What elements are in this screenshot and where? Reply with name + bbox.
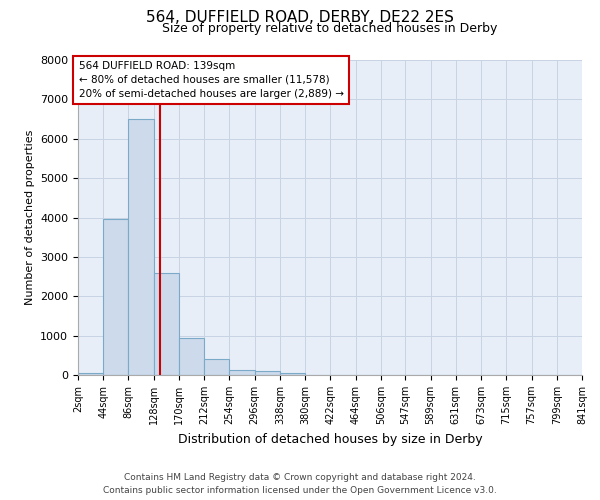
Bar xyxy=(179,338,204,375)
Text: 564, DUFFIELD ROAD, DERBY, DE22 2ES: 564, DUFFIELD ROAD, DERBY, DE22 2ES xyxy=(146,10,454,25)
Bar xyxy=(254,371,280,375)
Bar xyxy=(78,373,103,375)
Bar xyxy=(204,359,229,375)
Text: 564 DUFFIELD ROAD: 139sqm
← 80% of detached houses are smaller (11,578)
20% of s: 564 DUFFIELD ROAD: 139sqm ← 80% of detac… xyxy=(79,61,344,99)
Bar xyxy=(154,272,179,375)
Bar xyxy=(229,370,254,375)
Bar xyxy=(103,220,128,375)
Bar xyxy=(128,119,154,375)
X-axis label: Distribution of detached houses by size in Derby: Distribution of detached houses by size … xyxy=(178,432,482,446)
Text: Contains HM Land Registry data © Crown copyright and database right 2024.
Contai: Contains HM Land Registry data © Crown c… xyxy=(103,474,497,495)
Title: Size of property relative to detached houses in Derby: Size of property relative to detached ho… xyxy=(163,22,497,35)
Bar xyxy=(280,372,305,375)
Y-axis label: Number of detached properties: Number of detached properties xyxy=(25,130,35,305)
